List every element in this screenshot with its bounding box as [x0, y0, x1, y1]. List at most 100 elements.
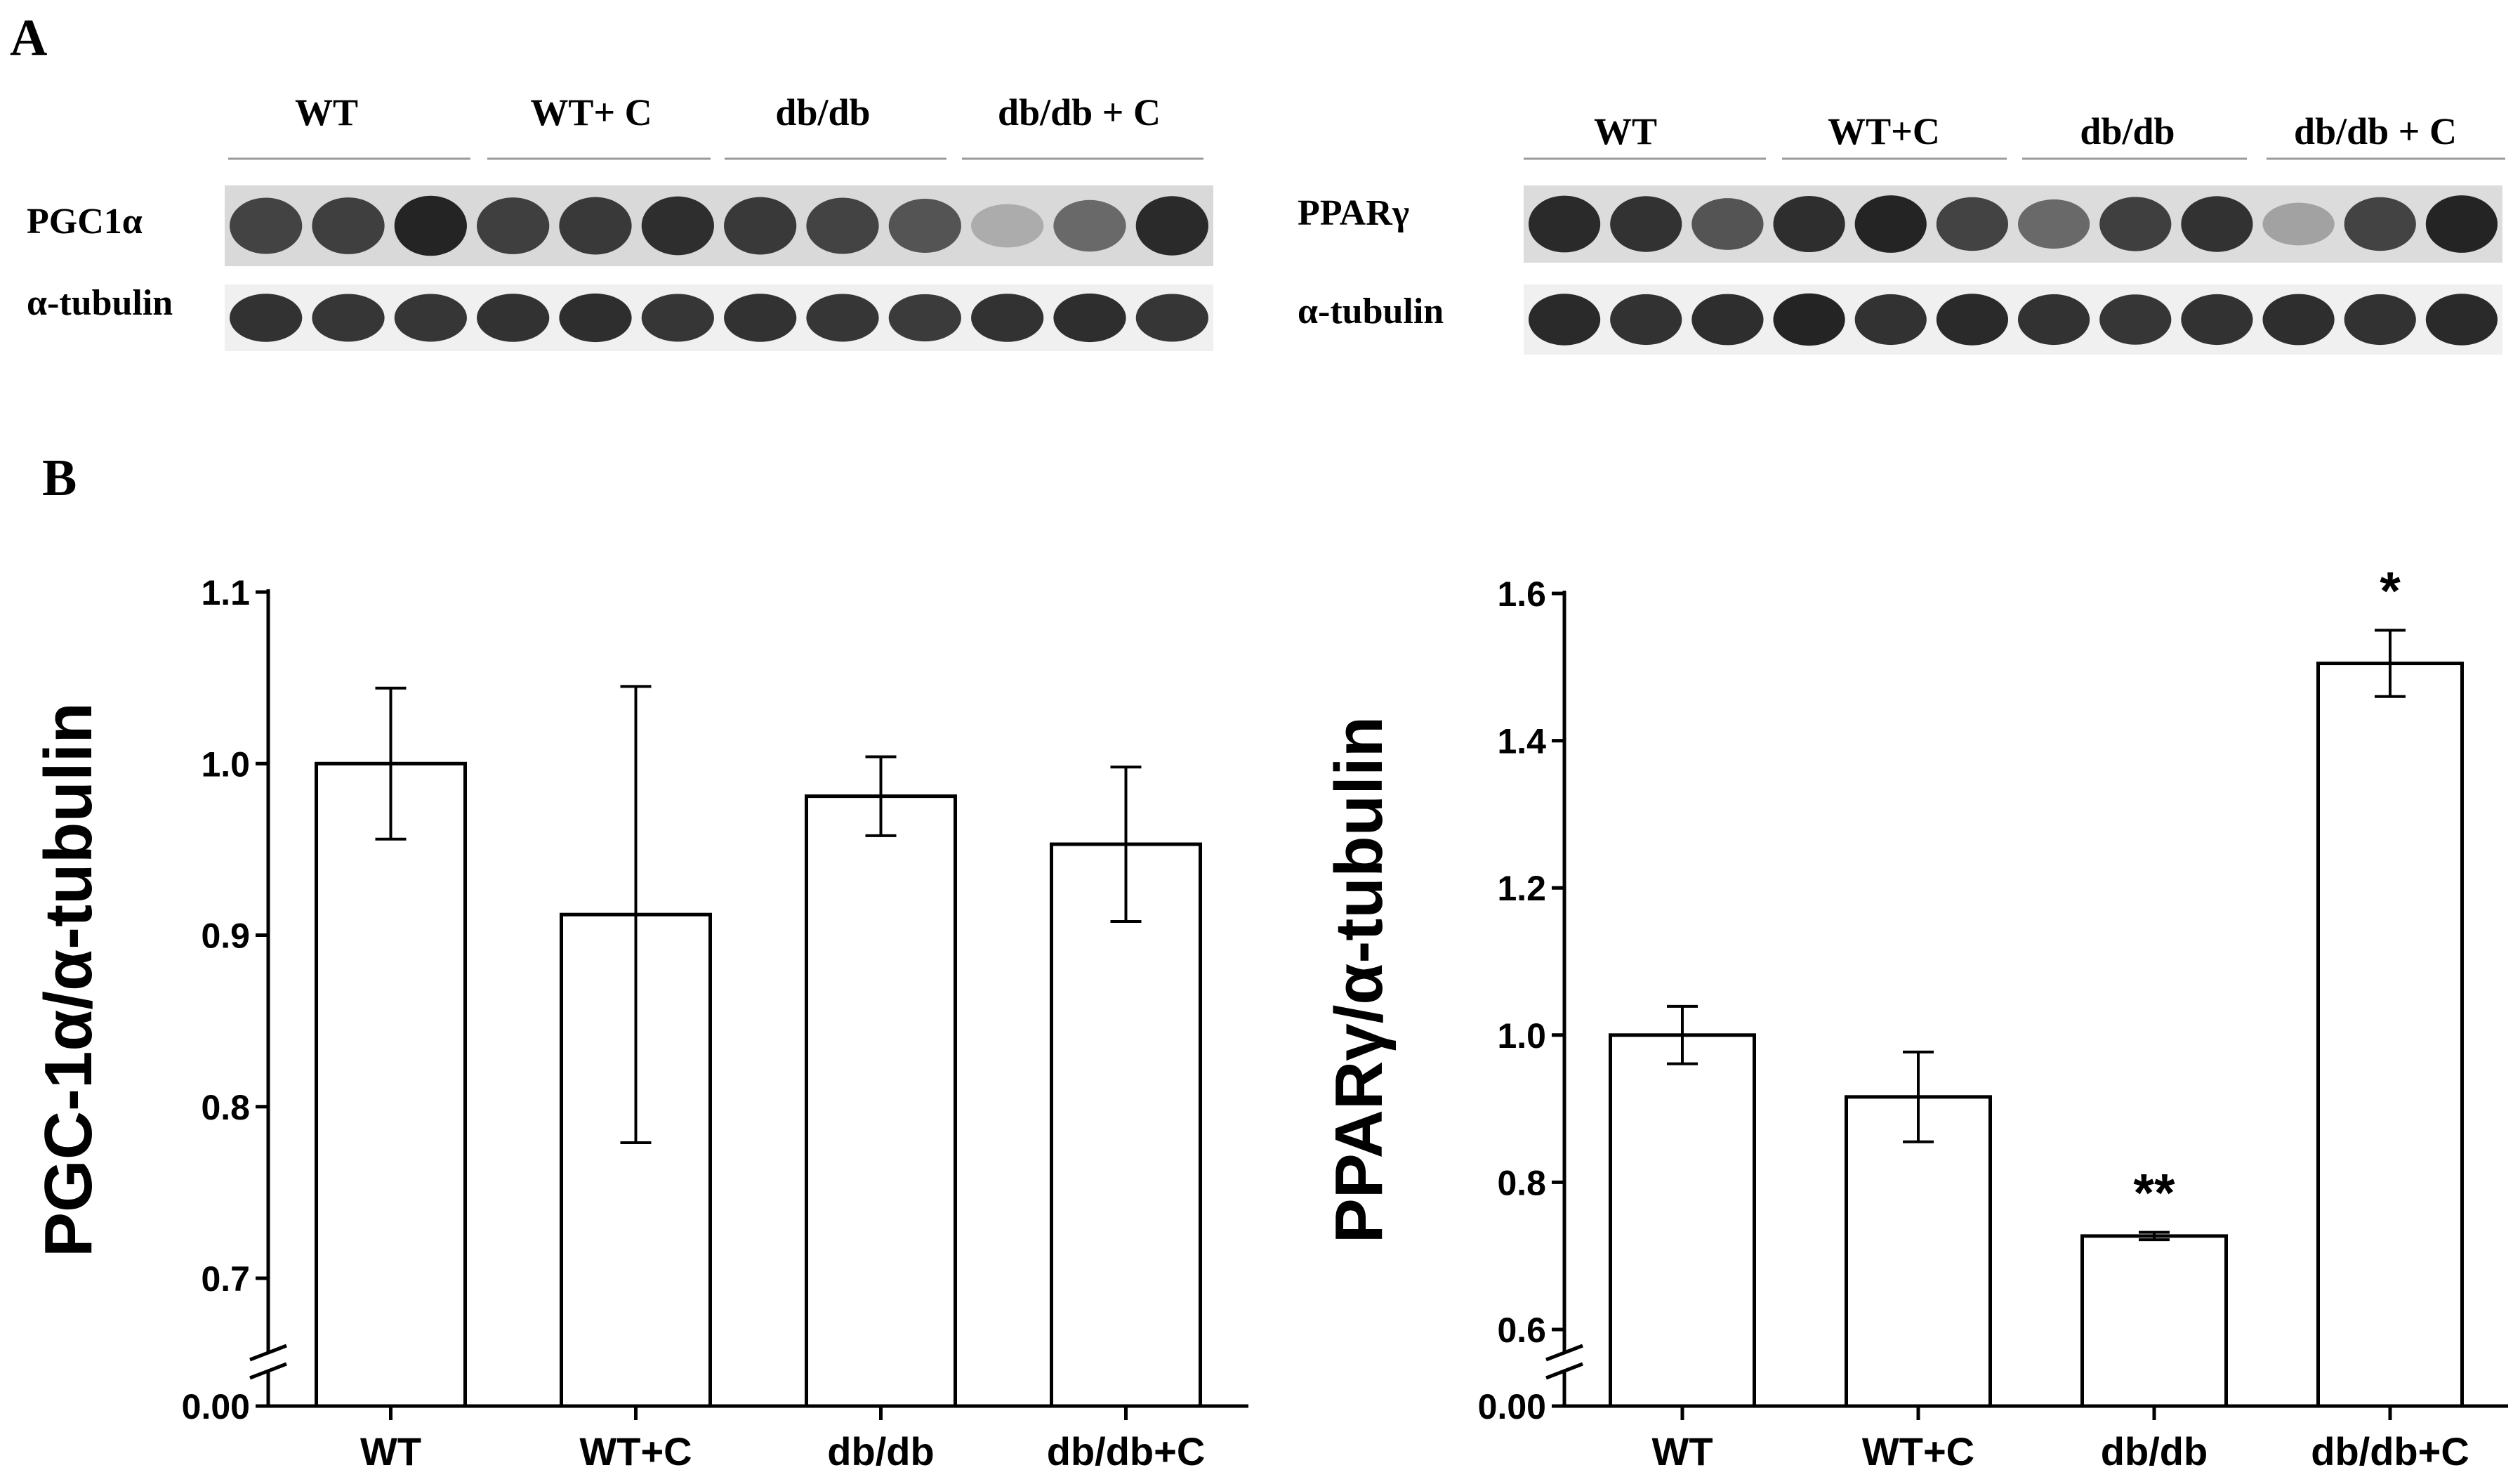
blot-band [724, 294, 797, 342]
blot-band [559, 197, 632, 255]
blot-band [477, 294, 550, 342]
blot-band [1053, 293, 1126, 343]
blot-group-label: WT [1594, 110, 1657, 152]
blot-band [888, 198, 961, 254]
blot-band [312, 197, 385, 254]
x-tick-label: db/db+C [2311, 1429, 2469, 1473]
blot-band [2425, 195, 2498, 253]
pgc1a-bar-chart: 1.1 1.0 0.9 0.8 0.7 0.00 PGC-1α/α-tubulin WT WT+… [31, 573, 1248, 1473]
blot-band [2181, 294, 2253, 346]
blot-band [888, 294, 961, 342]
blot-strip [1524, 185, 2502, 263]
blot-band [559, 293, 632, 343]
blot-band [230, 197, 303, 254]
blot-band [971, 204, 1044, 248]
blot-strip [1524, 284, 2502, 355]
y-axis-label: PPARγ/α-tubulin [1321, 716, 1397, 1244]
x-tick-label: db/db [2101, 1429, 2208, 1473]
blot-band [2344, 294, 2416, 346]
ppargamma-bar-chart: 1.6 1.4 1.2 1.0 0.8 0.6 0.00 PPARγ/α-tubulin WT W… [1321, 561, 2508, 1473]
blot-band [1691, 294, 1764, 346]
y-axis-label: PGC-1α/α-tubulin [31, 702, 106, 1257]
blot-band [1528, 294, 1601, 346]
blot-band [2181, 196, 2253, 252]
blot-band [1854, 195, 1927, 253]
blot-band [806, 197, 879, 254]
bar [1845, 1095, 1992, 1408]
axis-break-mark [1545, 1362, 1583, 1380]
panel-b-label: B [42, 449, 77, 507]
y-tick-label: 0.8 [1497, 1163, 1546, 1202]
blot-band [2017, 294, 2090, 346]
y-tick-label: 1.1 [201, 573, 250, 612]
bar [315, 761, 467, 1408]
blot-band [1773, 293, 1845, 346]
blot-band [971, 294, 1044, 342]
axis-break-mark [249, 1344, 287, 1362]
blot-band [1773, 195, 1845, 253]
blot-row-label: α-tubulin [27, 283, 173, 323]
y-tick-label: 0.9 [201, 917, 250, 956]
bar [1609, 1033, 1756, 1408]
blot-group-label: WT [295, 91, 358, 133]
blot-band [806, 294, 879, 342]
y-tick-label: 0.8 [201, 1088, 250, 1127]
blot-band [1610, 294, 1682, 346]
blot-band [230, 294, 303, 342]
blot-band [2262, 202, 2335, 246]
blot-band [1135, 196, 1208, 256]
y-tick-label: 1.0 [1497, 1016, 1546, 1056]
blot-band [1610, 196, 1682, 252]
x-tick-label: WT+C [1862, 1429, 1974, 1473]
axis-break-mark [1545, 1344, 1583, 1362]
blot-band [1053, 199, 1126, 252]
significance-marker: ** [2133, 1164, 2175, 1223]
y-tick-label: 0.00 [1478, 1387, 1546, 1426]
blot-band [2017, 199, 2090, 249]
y-tick-label: 1.2 [1497, 869, 1546, 908]
blot-band [1936, 197, 2009, 251]
blot-band [394, 195, 467, 256]
blot-row-label: α-tubulin [1298, 291, 1444, 331]
blot-band [2425, 294, 2498, 346]
blot-strip [225, 284, 1213, 351]
western-blot-pgc1a: WT WT+ C db/db db/db + C PGC1α α-tubulin [27, 91, 1213, 351]
blot-band [1936, 294, 2009, 346]
axis-break-mark [249, 1362, 287, 1380]
blot-band [312, 294, 385, 342]
x-tick-label: WT [360, 1429, 421, 1473]
blot-band [1528, 195, 1601, 253]
blot-strip [225, 185, 1213, 266]
blot-band [2099, 197, 2172, 251]
bar [805, 794, 957, 1408]
blot-band [2099, 294, 2172, 345]
blot-band [724, 197, 797, 255]
y-tick-label: 1.0 [201, 744, 250, 784]
panel-a-label: A [10, 9, 47, 67]
western-blot-ppargamma: WT WT+C db/db db/db + C PPARγ α-tubulin [1298, 110, 2505, 355]
y-tick-label: 0.7 [201, 1259, 250, 1299]
x-tick-label: db/db [827, 1429, 934, 1473]
blot-band [641, 196, 714, 256]
bar [2316, 662, 2464, 1408]
blot-row-label: PGC1α [27, 202, 143, 242]
y-tick-label: 1.4 [1497, 722, 1546, 761]
blot-group-label: db/db [2080, 110, 2175, 152]
blot-group-label: db/db [775, 91, 870, 133]
blot-group-label: db/db + C [998, 91, 1161, 133]
blot-band [2262, 294, 2335, 346]
significance-marker: * [2380, 561, 2401, 621]
y-tick-label: 0.6 [1497, 1311, 1546, 1350]
x-tick-label: db/db+C [1047, 1429, 1206, 1473]
blot-band [641, 294, 714, 342]
blot-band [394, 294, 467, 342]
blot-band [477, 197, 550, 254]
blot-group-label: WT+C [1828, 110, 1940, 152]
blot-band [1135, 294, 1208, 342]
blot-band [1691, 198, 1764, 250]
bar [1050, 842, 1202, 1408]
bar [2080, 1234, 2228, 1408]
blot-band [1854, 294, 1927, 346]
y-tick-label: 0.00 [182, 1387, 250, 1426]
